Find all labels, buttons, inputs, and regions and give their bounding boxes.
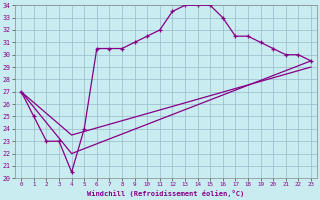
X-axis label: Windchill (Refroidissement éolien,°C): Windchill (Refroidissement éolien,°C): [87, 190, 245, 197]
